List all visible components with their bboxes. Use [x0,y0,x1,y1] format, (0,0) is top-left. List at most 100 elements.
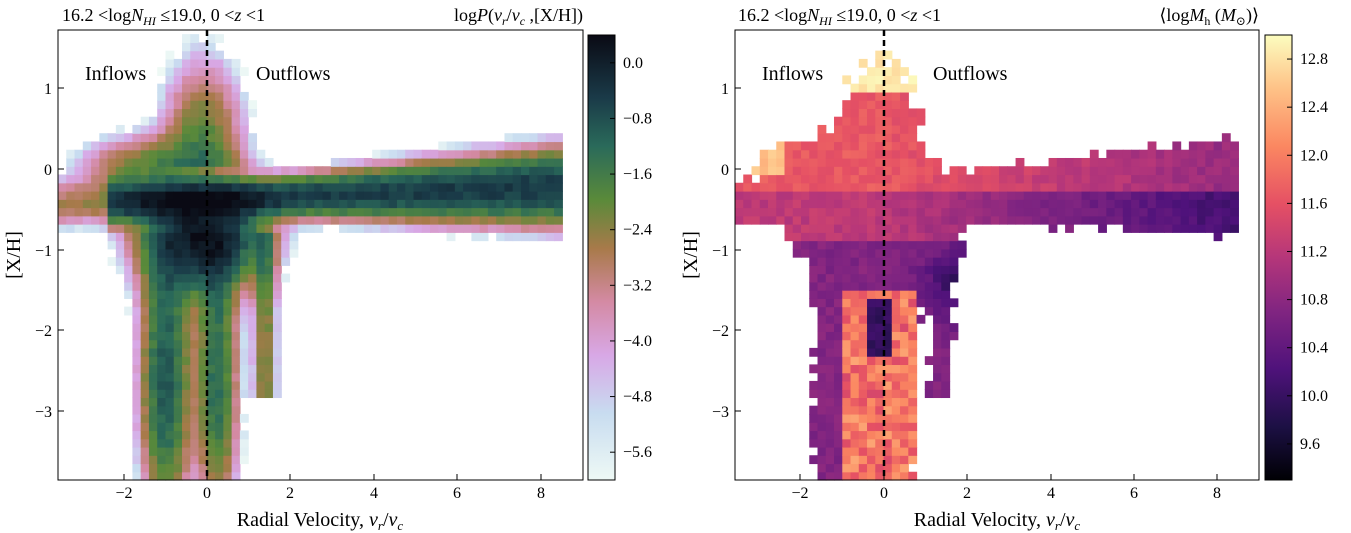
heatmap-cell [380,207,390,217]
heatmap-cell [1213,224,1223,233]
heatmap-cell [891,124,901,134]
heatmap-cell [891,157,901,167]
heatmap-cell [891,100,901,110]
heatmap-cell [281,232,291,242]
heatmap-cell [206,306,216,316]
heatmap-cell [248,108,258,118]
heatmap-cell [140,182,150,192]
heatmap-cell [850,108,860,118]
heatmap-cell [355,157,365,167]
heatmap-cell [165,100,175,110]
heatmap-cell [949,166,959,176]
heatmap-cell [173,430,183,440]
heatmap-cell [1056,199,1066,209]
heatmap-cell [256,298,266,308]
heatmap-cell [933,290,942,299]
heatmap-cell [148,306,158,316]
heatmap-cell [231,347,241,357]
heatmap-cell [1188,174,1198,184]
heatmap-cell [817,141,827,151]
heatmap-cell [173,290,183,299]
heatmap-cell [140,166,150,176]
heatmap-cell [883,248,893,258]
heatmap-cell [165,265,175,275]
heatmap-cell [248,347,258,357]
heatmap-cell [173,265,183,275]
heatmap-cell [1221,166,1231,176]
heatmap-cell [537,174,547,184]
heatmap-cell [1131,191,1140,200]
heatmap-cell [206,182,216,192]
heatmap-cell [413,199,423,209]
heatmap-cell [1164,157,1173,167]
heatmap-cell [900,232,909,242]
heatmap-cell [916,141,926,151]
heatmap-cell [891,174,901,184]
heatmap-cell [908,471,918,481]
heatmap-cell [223,149,233,159]
heatmap-cell [330,207,340,217]
heatmap-cell [891,446,901,456]
heatmap-cell [132,224,142,233]
heatmap-cell [140,116,150,126]
heatmap-cell [916,207,926,217]
heatmap-cell [132,413,142,423]
heatmap-cell [198,463,208,473]
heatmap-cell [875,372,885,382]
heatmap-cell [231,124,241,134]
heatmap-cell [776,141,786,151]
heatmap-cell [974,166,984,176]
heatmap-cell [834,389,843,399]
heatmap-cell [215,124,224,134]
heatmap-cell [248,240,258,250]
heatmap-cell [834,339,843,349]
heatmap-cell [58,207,67,217]
heatmap-cell [215,58,224,68]
heatmap-cell [289,248,299,258]
heatmap-cell [248,157,258,167]
heatmap-cell [900,124,909,134]
heatmap-cell [883,257,893,266]
heatmap-cell [446,141,456,151]
heatmap-cell [875,331,885,341]
heatmap-cell [1040,166,1050,176]
heatmap-cell [1197,215,1206,225]
heatmap-cell [363,215,373,225]
heatmap-cell [858,422,868,432]
heatmap-cell [809,281,819,291]
heatmap-cell [190,380,200,390]
heatmap-cell [487,174,497,184]
heatmap-cell [1164,191,1173,200]
heatmap-cell [248,141,258,151]
heatmap-cell [182,314,191,324]
heatmap-cell [883,347,893,357]
heatmap-cell [875,100,885,110]
heatmap-cell [132,422,142,432]
heatmap-cell [900,191,909,200]
heatmap-cell [173,108,183,118]
heatmap-cell [314,215,324,225]
heatmap-cell [949,174,959,184]
colorbar-tick-label: 0.0 [623,55,643,72]
heatmap-cell [272,306,282,316]
heatmap-cell [148,314,158,324]
heatmap-cell [875,83,885,93]
heatmap-cell [272,339,282,349]
heatmap-cell [792,182,802,192]
heatmap-cell [554,232,563,242]
heatmap-cell [867,240,876,250]
heatmap-cell [446,174,456,184]
heatmap-cell [908,157,918,167]
heatmap-cell [1155,149,1165,159]
heatmap-cell [850,265,860,275]
heatmap-cell [858,124,868,134]
heatmap-cell [471,207,481,217]
xtick-label: 4 [370,485,378,502]
heatmap-cell [165,372,175,382]
heatmap-cell [107,191,117,200]
heatmap-cell [487,199,497,209]
heatmap-cell [66,166,76,176]
heatmap-cell [157,100,167,110]
heatmap-cell [314,166,324,176]
heatmap-cell [1172,174,1182,184]
